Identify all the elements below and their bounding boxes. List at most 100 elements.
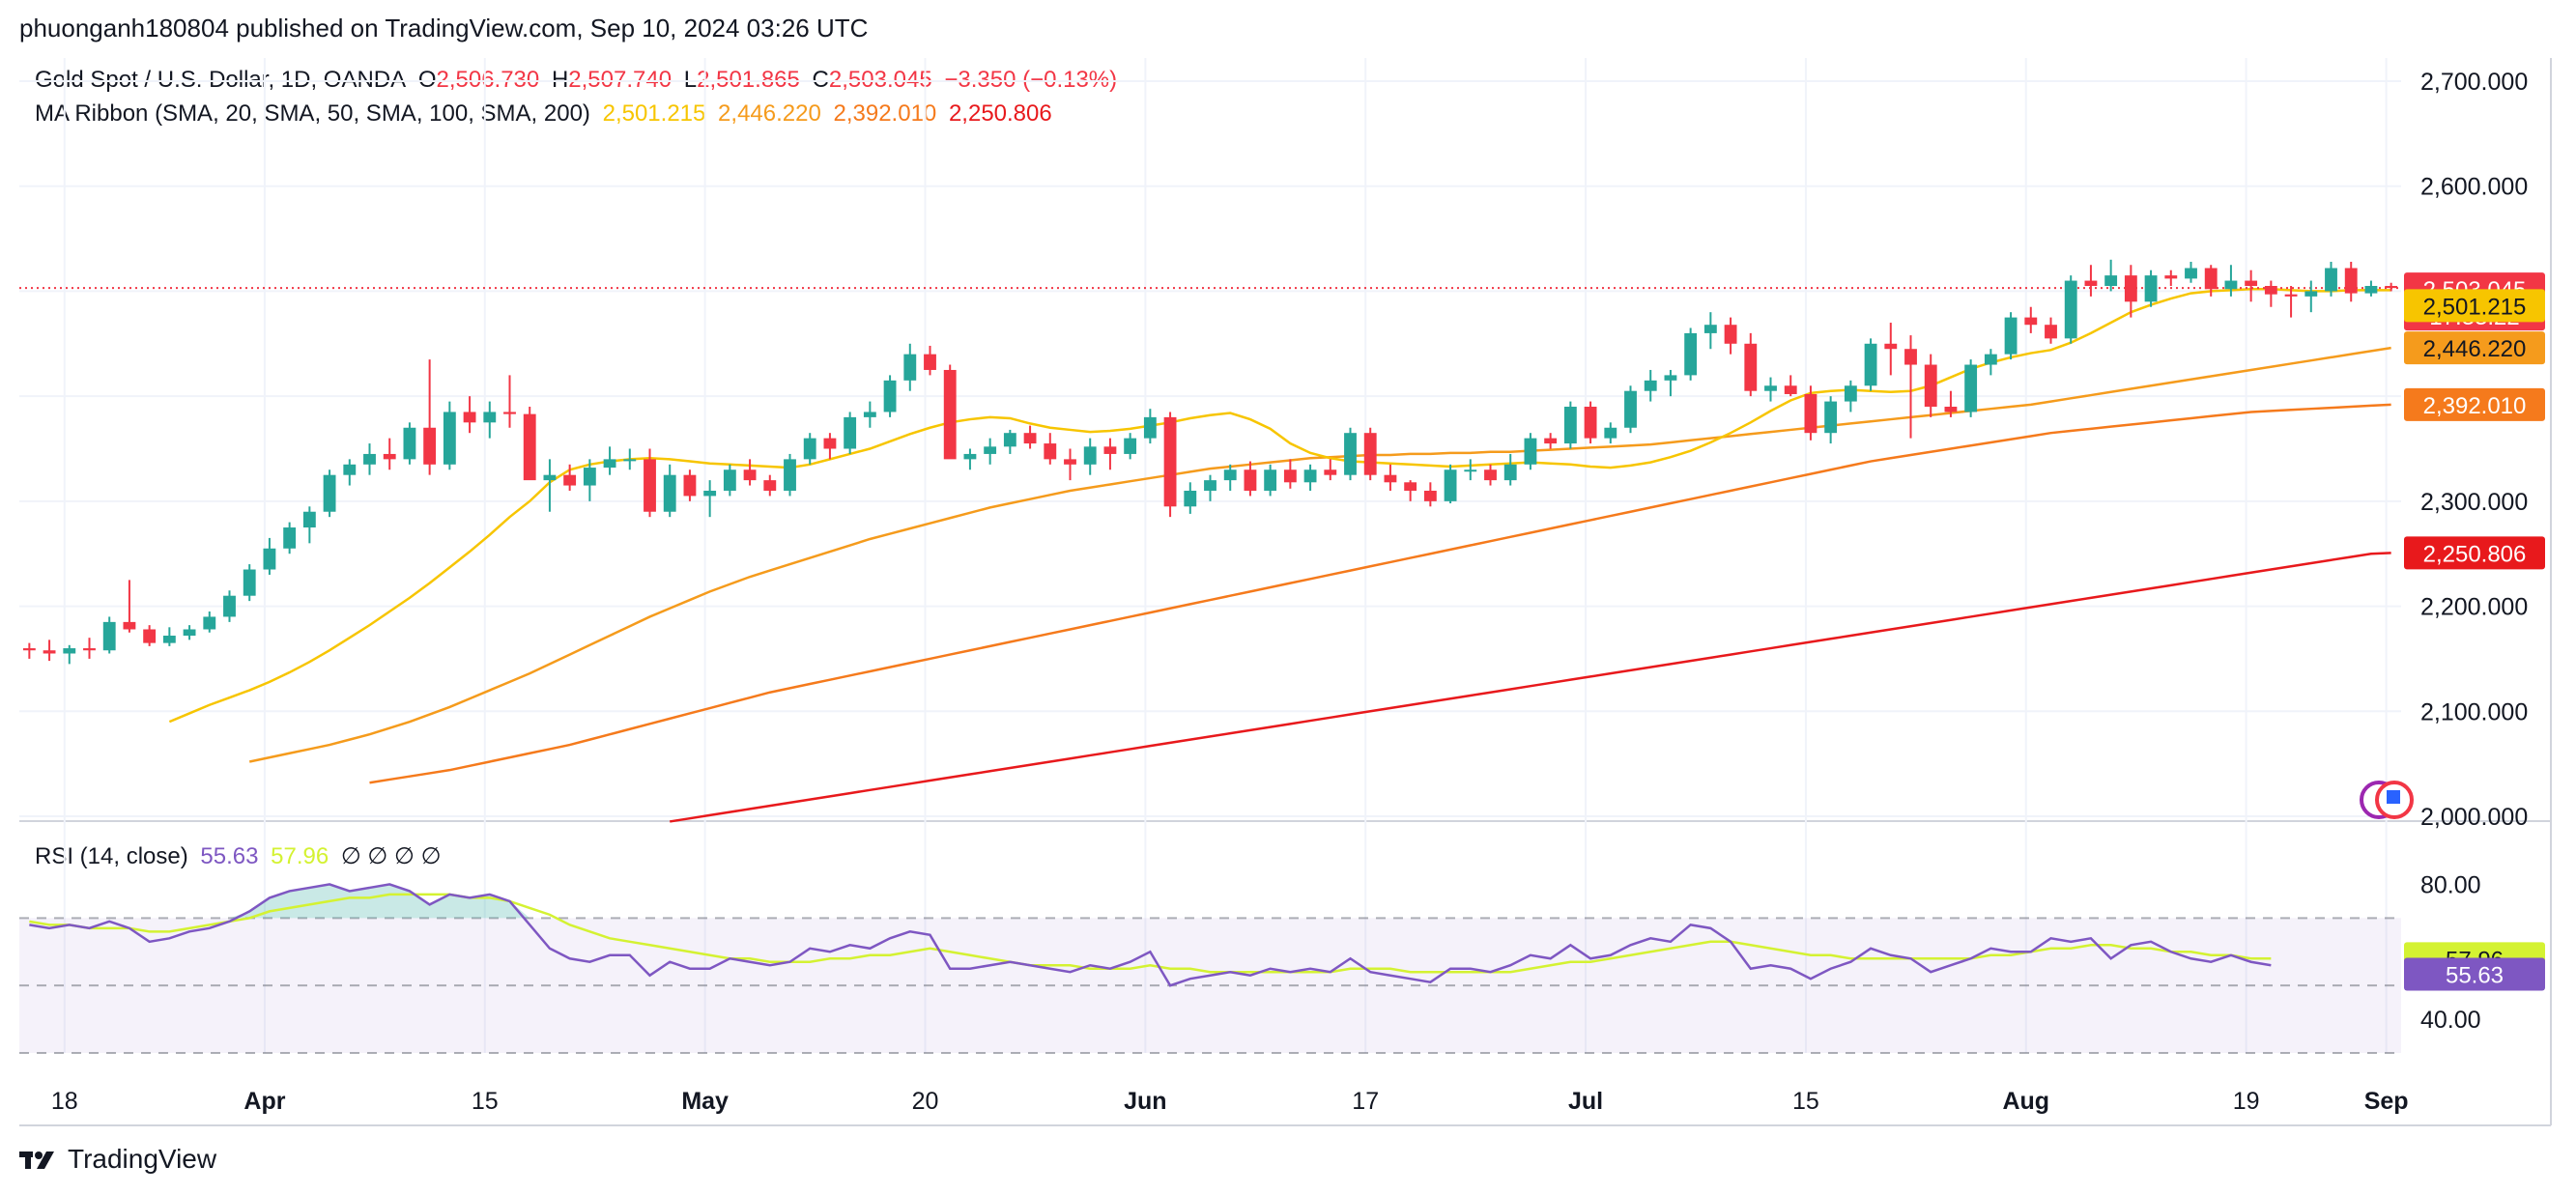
candle xyxy=(523,407,536,481)
candle xyxy=(1784,375,1797,397)
close-value: 2,503.045 xyxy=(828,67,932,93)
candle-body xyxy=(2124,275,2137,302)
candle-body xyxy=(703,490,717,497)
candle xyxy=(984,438,997,465)
candle-body xyxy=(2064,280,2077,339)
candle xyxy=(1363,427,1377,481)
candle xyxy=(1283,459,1297,489)
price-tick-label: 2,100.000 xyxy=(2420,698,2528,725)
candle-body xyxy=(1163,416,1177,507)
candle-body xyxy=(523,413,536,481)
candle xyxy=(1744,332,1758,397)
candle-body xyxy=(1103,446,1117,454)
candle-body xyxy=(2104,275,2118,286)
candle-body xyxy=(1264,469,1277,491)
candle xyxy=(1904,335,1917,439)
candle-body xyxy=(1544,438,1558,444)
candle-body xyxy=(1484,469,1497,481)
candle-body xyxy=(1444,469,1457,501)
candle xyxy=(2144,270,2158,307)
candle-body xyxy=(1784,385,1797,394)
candle-body xyxy=(1984,354,1997,365)
candle-body xyxy=(1464,469,1477,472)
candle-body xyxy=(183,629,196,637)
candle xyxy=(1563,401,1577,449)
candle xyxy=(1204,474,1216,501)
time-tick-label: Jul xyxy=(1568,1088,1603,1115)
candle xyxy=(823,433,837,460)
candle-body xyxy=(1584,407,1597,439)
candle-body xyxy=(2385,285,2398,289)
footer-brand[interactable]: TradingView xyxy=(19,1144,216,1175)
candle-body xyxy=(1703,325,1717,333)
chart-logo-icon[interactable] xyxy=(2360,781,2414,819)
rsi-ma-line xyxy=(29,893,2272,974)
candle xyxy=(1503,453,1517,486)
candle xyxy=(483,401,497,439)
candle xyxy=(2185,261,2197,283)
candle-body xyxy=(102,621,116,651)
candle xyxy=(403,422,416,465)
candle xyxy=(1584,401,1597,444)
candle-body xyxy=(2344,268,2358,294)
candle xyxy=(1703,312,1717,350)
brand-name: TradingView xyxy=(68,1144,217,1174)
rsi-label: RSI (14, close) xyxy=(35,843,188,869)
candle xyxy=(623,448,637,470)
candle xyxy=(1724,317,1737,355)
candle xyxy=(1264,464,1277,497)
candle-body xyxy=(1944,407,1958,412)
candle-body xyxy=(1804,393,1818,434)
candle xyxy=(263,537,276,575)
candle-body xyxy=(22,648,36,651)
ma50-value: 2,446.220 xyxy=(718,100,821,127)
candle-body xyxy=(1964,364,1978,412)
candle-body xyxy=(1384,474,1397,483)
ma-ribbon-lines xyxy=(19,287,2401,823)
candle-body xyxy=(1283,469,1297,483)
candle-body xyxy=(443,412,456,465)
rsi-badge-bg xyxy=(2404,957,2545,991)
candle xyxy=(924,345,936,376)
symbol-title: Gold Spot / U.S. Dollar, 1D, OANDA xyxy=(35,67,407,93)
candle xyxy=(2224,265,2238,297)
candle xyxy=(543,459,557,512)
candle xyxy=(1524,433,1537,470)
candle-body xyxy=(1143,416,1157,439)
publisher-line: phuonganh180804 published on TradingView… xyxy=(19,14,869,43)
candle xyxy=(703,480,717,518)
candle xyxy=(2084,265,2098,297)
candle xyxy=(803,433,816,465)
candle-body xyxy=(203,616,216,630)
candle-body xyxy=(1924,364,1937,408)
candle xyxy=(1544,433,1558,449)
candle-body xyxy=(263,548,276,570)
candle xyxy=(2104,259,2118,292)
candle xyxy=(1324,459,1337,481)
rsi-badge: 55.63 xyxy=(2404,957,2545,991)
candle xyxy=(1844,380,1857,412)
candle-body xyxy=(1344,433,1357,475)
sma50-line xyxy=(248,346,2391,763)
candle xyxy=(423,359,437,475)
candle-body xyxy=(1864,343,1877,386)
candle-body xyxy=(583,468,596,486)
candle-body xyxy=(743,469,757,481)
candle-body xyxy=(1684,332,1698,376)
rsi-tick-label: 80.00 xyxy=(2420,871,2481,898)
ma200-badge-text: 2,250.806 xyxy=(2423,541,2527,567)
candle xyxy=(2024,306,2038,333)
candle-body xyxy=(1824,401,1838,434)
candle-body xyxy=(943,369,957,460)
candle xyxy=(302,506,316,544)
candle xyxy=(443,401,456,470)
sma20-line xyxy=(168,288,2391,724)
ma20-value: 2,501.215 xyxy=(602,100,706,127)
candle-body xyxy=(623,459,637,462)
candle-body xyxy=(803,438,816,460)
candle xyxy=(162,627,176,646)
rsi-legend-value: 55.63 xyxy=(200,843,259,869)
candle-body xyxy=(1363,433,1377,475)
candle-body xyxy=(1904,349,1917,365)
